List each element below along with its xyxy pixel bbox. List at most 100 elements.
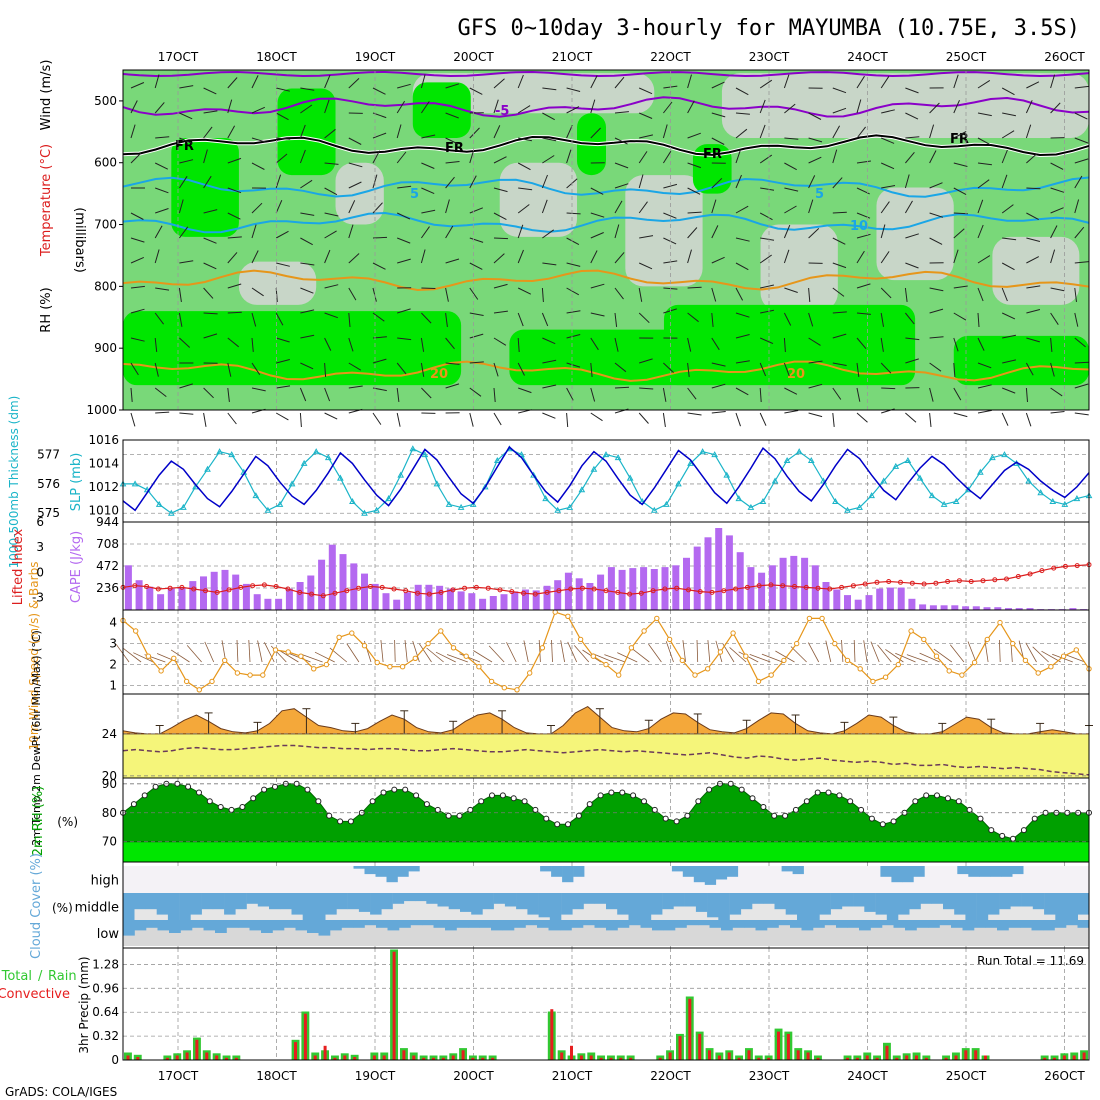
wind-barb [953, 285, 968, 289]
wind-barb [179, 383, 193, 389]
wind-barb [251, 162, 265, 170]
surface-wind-barb [346, 643, 360, 663]
cloud-bar [235, 893, 247, 910]
wind-barb [1026, 256, 1040, 264]
wind-barb [638, 287, 643, 302]
wind-barb [566, 149, 572, 164]
thickness-point [566, 503, 574, 510]
wind-barb [566, 124, 573, 139]
thickness-point [976, 468, 984, 475]
precip-convective-bar [895, 1057, 899, 1060]
wind-barb [300, 237, 313, 246]
rh2m-point [608, 789, 615, 796]
wind-barb [856, 250, 865, 264]
wind-barb [517, 312, 524, 327]
wind-barb [639, 134, 654, 139]
wind-barb [445, 312, 448, 327]
wind-barb [1074, 112, 1088, 120]
precip-total-bar [488, 1055, 497, 1060]
slp-ylabel: SLP (mb) [69, 453, 84, 512]
wind-barb [372, 358, 387, 364]
surface-wind-barb [418, 643, 432, 663]
thickness-point [868, 492, 875, 499]
cloud-bar [399, 920, 411, 928]
precip-convective-bar [461, 1050, 465, 1060]
lifted-index-point [356, 585, 362, 591]
cape-bar [672, 565, 680, 610]
wind-barb [566, 262, 581, 267]
wind-barb [348, 287, 357, 301]
rh2m-point [185, 783, 192, 790]
wind-barb [1074, 361, 1089, 364]
wind-barb [130, 387, 133, 402]
wind-barb [929, 387, 934, 402]
cloud-bar [516, 893, 528, 910]
cloud-bar [931, 893, 944, 904]
wind-barb [227, 283, 242, 289]
thickness-point [904, 456, 912, 463]
cloud-bar [987, 893, 1000, 915]
wind-barb [1050, 74, 1056, 89]
rh-bright-region [412, 82, 471, 138]
wind-barb [493, 99, 499, 114]
rh-light-region [625, 175, 703, 287]
wind-barb [1026, 212, 1039, 221]
rh2m-point [641, 798, 647, 805]
wind-barb [397, 185, 412, 189]
thickness-point [300, 459, 308, 466]
wind-barb [517, 224, 524, 239]
cloud-bar [386, 866, 398, 883]
surface-wind-barb [329, 647, 348, 663]
cloud-bar [965, 893, 977, 920]
surface-wind-barb [204, 641, 215, 663]
wind-speed-point [692, 672, 698, 678]
lifted-index-point [403, 588, 409, 594]
cloud-bar [990, 866, 1002, 877]
wind-barb [179, 137, 193, 144]
lifted-index-point [744, 584, 750, 590]
wind-barb [348, 224, 354, 239]
upper-air-ylabel-axis: (millibars) [72, 207, 87, 273]
wind-barb [856, 283, 871, 289]
wind-barb [227, 212, 241, 220]
thickness-point [807, 456, 815, 463]
precip-convective-bar [323, 1045, 327, 1060]
lifted-index-point [250, 583, 256, 589]
wind-barb [155, 136, 170, 139]
wind-speed-point [374, 659, 380, 666]
thickness-point [349, 497, 356, 504]
thickness-point [373, 506, 380, 513]
rh2m-ytick-label: 70 [102, 835, 117, 849]
wind-barb [227, 412, 237, 425]
wind-barb [662, 412, 666, 427]
wind-barb [300, 179, 313, 189]
precip-convective-bar [491, 1057, 495, 1060]
wind-speed-point [844, 657, 851, 664]
cloud-bar [1021, 893, 1034, 907]
wind-speed-point [1022, 657, 1029, 664]
rh-bright-region [692, 144, 732, 194]
date-label-bottom: 26OCT [1044, 1069, 1085, 1083]
wind-barb [1001, 174, 1008, 189]
precip-legend-rain: Rain [48, 969, 77, 984]
wind-barb [808, 137, 823, 143]
wind-speed-point [1035, 670, 1041, 676]
wind-barb [566, 334, 581, 339]
cape-bar [994, 607, 1002, 610]
thickness-point [759, 497, 767, 504]
panel-frame-precip [122, 947, 1090, 1061]
wind-barb [421, 387, 432, 399]
thickness-point [312, 448, 320, 455]
cloud-bar [387, 920, 400, 931]
cloud-bar [920, 893, 932, 904]
wind10m-series: 4 3 2 1 [109, 609, 1092, 693]
rh2m-point [782, 812, 789, 819]
thickness-point [747, 503, 755, 510]
cloud-bar [859, 920, 871, 931]
thickness-point [167, 509, 175, 516]
wind-barb [759, 387, 762, 403]
wind-barb [590, 232, 604, 239]
date-label-top: 20OCT [453, 50, 494, 64]
wind-barb [590, 337, 599, 351]
wind-barb [372, 150, 381, 164]
